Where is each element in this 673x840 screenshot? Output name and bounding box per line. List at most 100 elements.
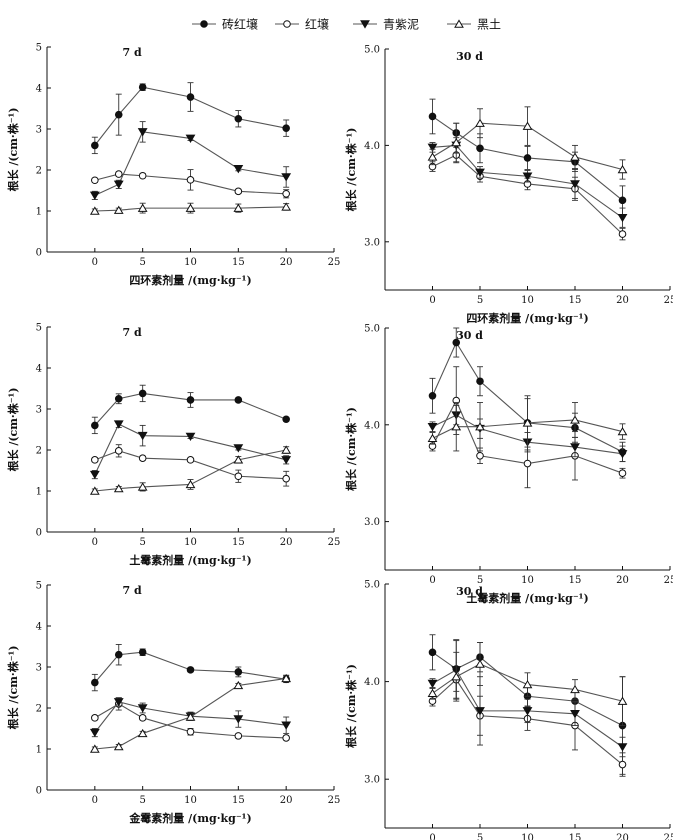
- data-point: [451, 137, 462, 147]
- data-point: [570, 684, 580, 694]
- data-point: [138, 648, 147, 657]
- x-tick-label: 15: [232, 537, 245, 548]
- data-point: [618, 469, 627, 478]
- y-tick-label: 5: [36, 43, 42, 54]
- data-point: [91, 456, 99, 464]
- data-point: [234, 668, 243, 676]
- series-line: [94, 206, 287, 212]
- x-tick-label: 0: [429, 295, 435, 306]
- data-point: [522, 418, 533, 427]
- data-point: [89, 728, 100, 738]
- x-tick-label: 15: [569, 295, 582, 306]
- chart-title: 7 d: [123, 584, 142, 597]
- data-point: [475, 659, 485, 668]
- x-tick-label: 5: [477, 833, 483, 840]
- x-axis-label: 金霉素剂量 /(mg·kg⁻¹): [128, 811, 251, 825]
- series-line: [94, 450, 287, 480]
- data-point: [523, 459, 532, 468]
- x-tick-label: 20: [616, 575, 629, 586]
- data-point: [113, 205, 124, 214]
- chart-panel: 0 5 10 15 20 25 3.0 4.0 5.0 30 d 四环素剂量 /(mg·kg⁻¹) 根…: [344, 45, 673, 326]
- data-series: [89, 673, 292, 753]
- data-point: [113, 741, 124, 751]
- data-point: [185, 479, 196, 489]
- y-tick-label: 0: [36, 248, 42, 259]
- x-tick-label: 0: [92, 257, 98, 268]
- data-point: [522, 172, 533, 181]
- data-point: [282, 734, 290, 742]
- series-line: [432, 419, 623, 439]
- series-line: [432, 399, 623, 474]
- y-tick-label: 5: [36, 323, 42, 334]
- data-point: [186, 176, 195, 184]
- x-tick-label: 20: [616, 833, 629, 840]
- legend-marker-icon: [200, 20, 208, 28]
- series-line: [94, 677, 287, 750]
- legend-marker-icon: [283, 20, 291, 28]
- x-tick-label: 0: [92, 537, 98, 548]
- x-tick-label: 0: [429, 575, 435, 586]
- data-point: [428, 391, 437, 400]
- data-point: [114, 394, 123, 403]
- y-tick-label: 2: [36, 704, 42, 715]
- x-tick-label: 25: [664, 575, 673, 586]
- x-tick-label: 15: [569, 833, 582, 840]
- x-tick-label: 20: [280, 795, 293, 806]
- data-point: [89, 470, 100, 480]
- data-point: [138, 171, 147, 180]
- chart-title: 30 d: [456, 50, 483, 63]
- data-point: [281, 445, 292, 454]
- data-point: [233, 715, 244, 724]
- data-point: [282, 415, 290, 424]
- series-line: [94, 173, 287, 195]
- series-line: [94, 392, 287, 426]
- data-point: [137, 128, 148, 137]
- y-tick-label: 1: [36, 207, 42, 218]
- data-point: [234, 187, 243, 196]
- data-point: [233, 165, 244, 174]
- data-point: [137, 728, 148, 738]
- data-point: [113, 180, 124, 189]
- series-line: [94, 423, 287, 475]
- data-point: [282, 189, 290, 198]
- data-point: [476, 451, 484, 460]
- x-tick-label: 10: [184, 537, 197, 548]
- series-line: [94, 86, 287, 146]
- data-point: [233, 680, 244, 690]
- x-tick-label: 0: [429, 833, 435, 840]
- x-tick-label: 10: [184, 257, 197, 268]
- x-tick-label: 25: [328, 795, 341, 806]
- data-point: [522, 121, 533, 130]
- x-tick-label: 15: [232, 257, 245, 268]
- data-point: [617, 213, 628, 223]
- x-tick-label: 5: [139, 257, 145, 268]
- legend-item: 黑土: [447, 18, 501, 32]
- data-point: [91, 678, 99, 687]
- y-tick-label: 1: [36, 745, 42, 756]
- data-point: [428, 112, 437, 121]
- y-tick-label: 4: [36, 622, 42, 633]
- y-axis-label: 根长 /(cm·株⁻¹): [344, 127, 358, 211]
- x-tick-label: 10: [521, 295, 534, 306]
- chart-title: 7 d: [123, 46, 142, 59]
- data-point: [451, 672, 462, 681]
- y-tick-label: 0: [36, 528, 42, 539]
- data-series: [91, 384, 290, 435]
- y-tick-label: 4.0: [364, 141, 380, 152]
- legend-label: 红壤: [305, 17, 329, 32]
- data-point: [282, 474, 290, 483]
- series-line: [432, 154, 623, 235]
- data-point: [570, 443, 580, 452]
- data-point: [570, 710, 580, 719]
- data-series: [91, 169, 290, 199]
- data-point: [475, 168, 485, 177]
- data-point: [427, 422, 438, 432]
- data-series: [89, 121, 292, 200]
- data-series: [89, 202, 292, 215]
- data-point: [186, 93, 195, 101]
- data-point: [522, 707, 533, 716]
- data-point: [137, 203, 148, 212]
- chart-panel: 0 5 10 15 20 25 0 1 2 3 4 5 7 d 四环素剂量 /(mg·kg⁻¹) 根长 /(…: [6, 43, 340, 288]
